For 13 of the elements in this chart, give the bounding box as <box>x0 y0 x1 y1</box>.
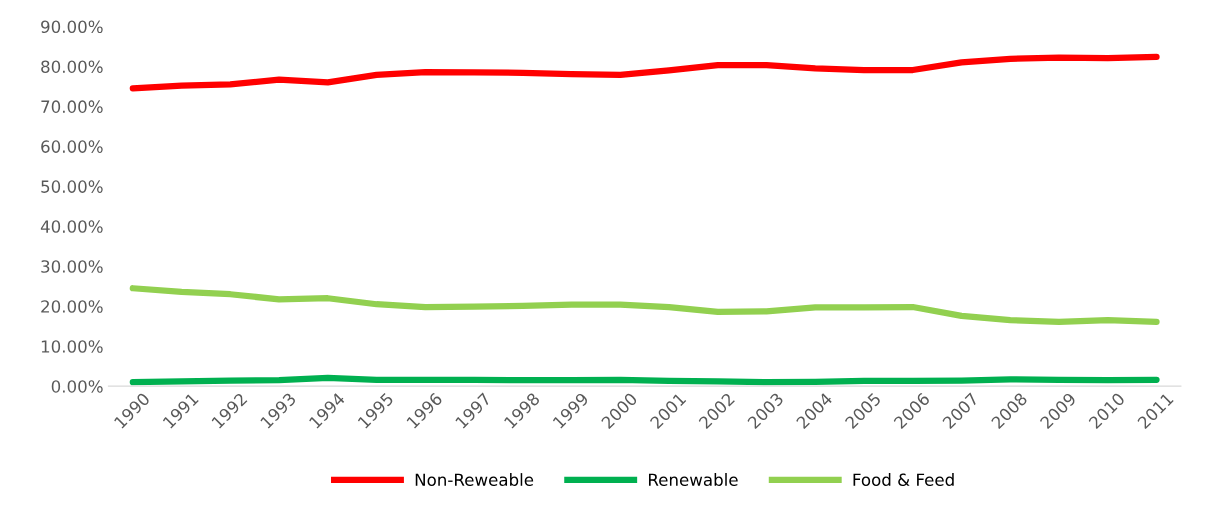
y-tick-label: 40.00% <box>40 220 103 233</box>
legend-label: Renewable <box>649 473 738 487</box>
y-tick-label: 70.00% <box>41 100 103 113</box>
y-tick-label: 20.00% <box>41 300 103 313</box>
legend-label: Non-Reweable <box>415 473 534 487</box>
y-tick-label: 50.00% <box>41 180 103 193</box>
y-tick-label: 60.00% <box>41 140 103 153</box>
legend-label: Food & Feed <box>853 473 954 487</box>
y-tick-label: 90.00% <box>41 20 103 34</box>
y-tick-label: 10.00% <box>41 340 103 353</box>
y-tick-label: 0.00% <box>51 380 103 393</box>
y-tick-label: 30.00% <box>41 260 103 273</box>
y-tick-label: 80.00% <box>41 60 103 73</box>
